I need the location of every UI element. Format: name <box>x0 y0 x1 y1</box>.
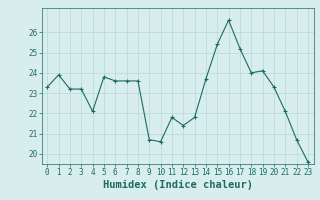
X-axis label: Humidex (Indice chaleur): Humidex (Indice chaleur) <box>103 180 252 190</box>
